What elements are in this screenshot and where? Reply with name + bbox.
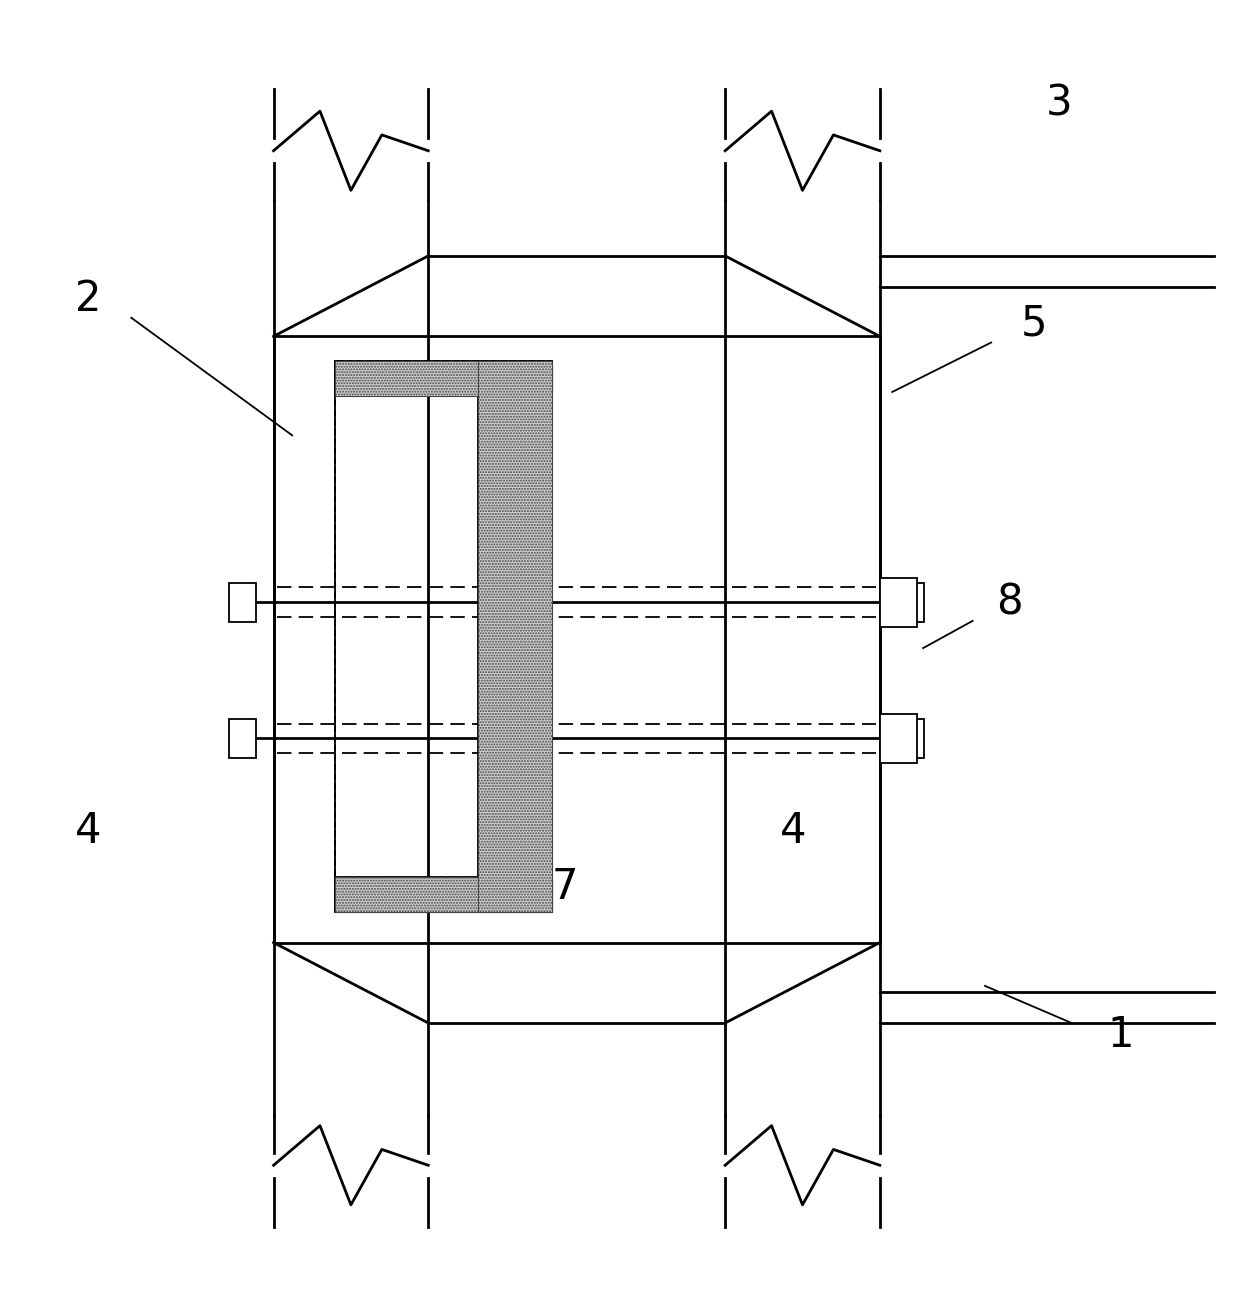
- Bar: [477, 361, 552, 912]
- Bar: [880, 578, 916, 626]
- Text: 4: 4: [780, 811, 806, 853]
- Text: 4: 4: [74, 811, 102, 853]
- Text: 5: 5: [1022, 303, 1048, 345]
- Bar: [274, 337, 880, 942]
- Text: 8: 8: [997, 582, 1023, 624]
- Bar: [897, 583, 924, 622]
- Text: 1: 1: [1107, 1015, 1135, 1057]
- Bar: [229, 583, 257, 622]
- Bar: [229, 719, 257, 758]
- Bar: [336, 361, 552, 396]
- Bar: [880, 713, 916, 763]
- Bar: [897, 719, 924, 758]
- Bar: [336, 361, 552, 912]
- Text: 2: 2: [74, 278, 102, 320]
- Bar: [336, 876, 552, 912]
- Text: 3: 3: [1045, 83, 1073, 125]
- Text: 7: 7: [551, 866, 578, 908]
